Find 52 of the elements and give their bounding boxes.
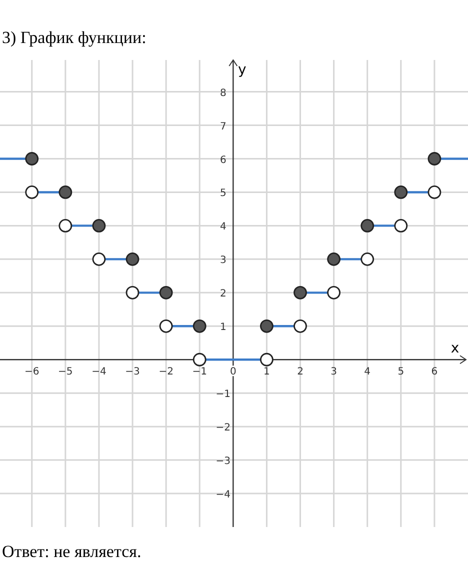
point bbox=[394, 219, 408, 232]
x-tick-label: 2 bbox=[297, 366, 304, 378]
x-tick-label: −5 bbox=[58, 366, 73, 378]
x-axis-title: x bbox=[450, 340, 460, 357]
x-tick-label: 5 bbox=[398, 366, 404, 378]
chart-title: 3) График функции: bbox=[2, 28, 146, 47]
x-tick-label: −4 bbox=[92, 366, 106, 378]
y-axis-title: y bbox=[238, 62, 246, 78]
y-tick-label: 7 bbox=[220, 121, 226, 132]
y-tick-label: 6 bbox=[220, 154, 226, 166]
y-tick-label: 8 bbox=[220, 88, 226, 99]
point bbox=[159, 286, 173, 300]
x-tick-label: 4 bbox=[364, 366, 371, 378]
y-tick-label: 1 bbox=[220, 322, 226, 334]
x-tick-label: −3 bbox=[125, 366, 140, 378]
point bbox=[428, 186, 442, 199]
point bbox=[25, 186, 39, 199]
point bbox=[159, 319, 173, 333]
point bbox=[394, 186, 408, 199]
point bbox=[25, 152, 39, 166]
point bbox=[58, 219, 72, 232]
point bbox=[126, 252, 140, 266]
y-tick-label: 5 bbox=[220, 188, 226, 200]
x-tick-label: 6 bbox=[431, 366, 438, 378]
point bbox=[126, 286, 140, 300]
point bbox=[360, 252, 374, 266]
x-tick-label: −2 bbox=[158, 366, 174, 378]
point bbox=[192, 352, 206, 366]
point bbox=[92, 219, 106, 232]
y-tick-label: −1 bbox=[216, 389, 231, 400]
y-tick-label: −4 bbox=[216, 490, 231, 501]
point bbox=[294, 286, 307, 300]
y-tick-label: −3 bbox=[216, 456, 231, 468]
y-tick-label: −2 bbox=[216, 422, 231, 434]
text: Ответ: не является. bbox=[2, 542, 142, 561]
x-tick-label: −1 bbox=[192, 366, 207, 378]
point bbox=[428, 152, 442, 166]
point bbox=[327, 252, 341, 266]
point bbox=[260, 319, 274, 333]
point bbox=[192, 319, 206, 333]
point bbox=[360, 219, 374, 232]
y-tick-label: 3 bbox=[220, 255, 226, 266]
x-tick-label: −6 bbox=[24, 366, 40, 378]
point bbox=[294, 319, 307, 333]
point bbox=[58, 186, 72, 199]
x-tick-label: 3 bbox=[330, 366, 337, 378]
x-tick-label: 1 bbox=[264, 366, 270, 378]
point bbox=[92, 252, 106, 266]
point bbox=[327, 286, 341, 300]
point bbox=[260, 352, 274, 366]
y-tick-label: 4 bbox=[220, 222, 226, 233]
y-tick-label: 2 bbox=[220, 288, 226, 300]
